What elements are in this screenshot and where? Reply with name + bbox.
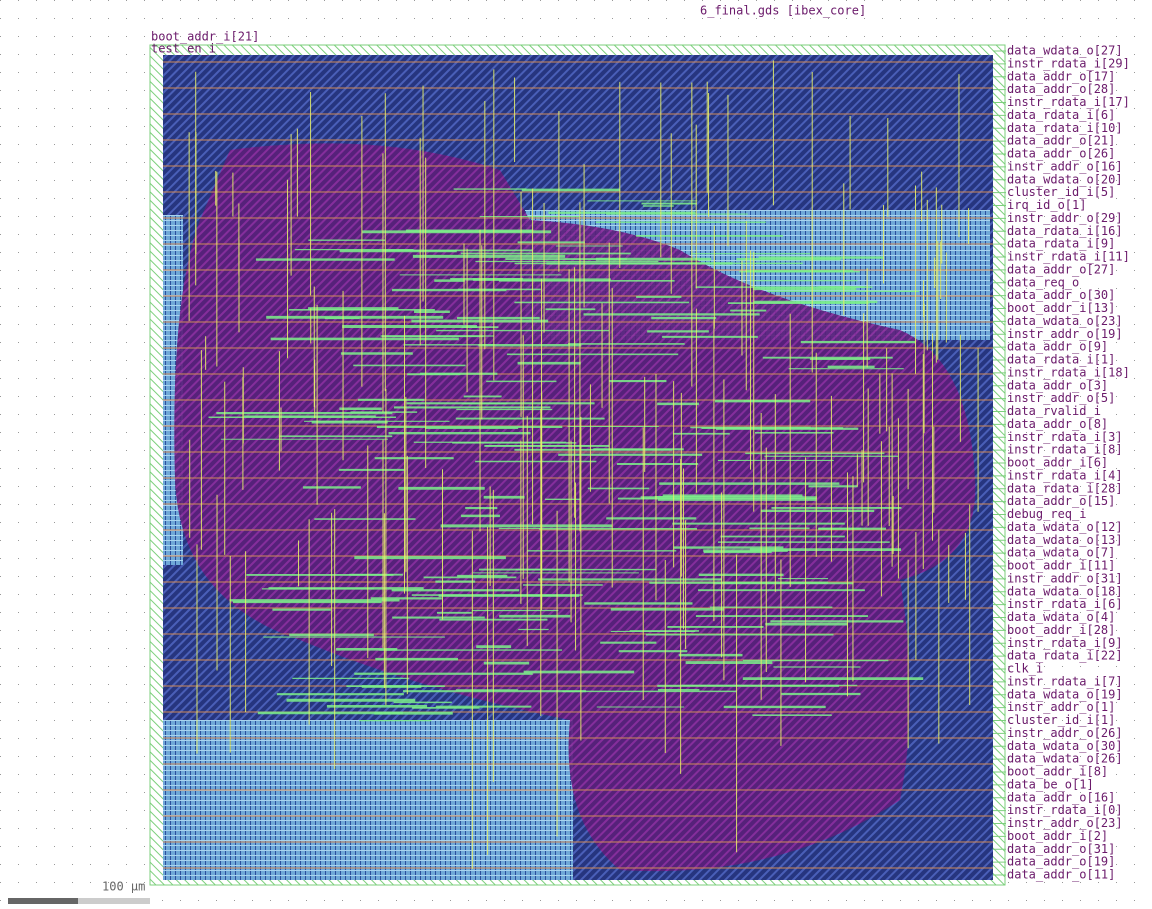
pin-label: data_wdata_o[19] bbox=[1007, 687, 1123, 701]
pin-label: data_wdata_o[13] bbox=[1007, 533, 1123, 547]
pin-label: instr_rdata_i[8] bbox=[1007, 443, 1123, 457]
pin-label: instr_addr_o[31] bbox=[1007, 571, 1123, 585]
filler-region bbox=[163, 720, 573, 880]
pin-label: data_addr_o[26] bbox=[1007, 147, 1115, 161]
pin-label: data_addr_o[17] bbox=[1007, 69, 1115, 83]
pin-label: data_wdata_o[7] bbox=[1007, 546, 1115, 560]
pin-label: data_rdata_i[6] bbox=[1007, 108, 1115, 122]
pin-label: instr_addr_o[5] bbox=[1007, 391, 1115, 405]
pin-label: data_addr_o[19] bbox=[1007, 855, 1115, 869]
pin-label: instr_rdata_i[9] bbox=[1007, 636, 1123, 650]
pin-label: instr_rdata_i[6] bbox=[1007, 597, 1123, 611]
pin-label: cluster_id_i[5] bbox=[1007, 185, 1115, 199]
pin-label: data_rdata_i[1] bbox=[1007, 353, 1115, 367]
pin-label: data_addr_o[27] bbox=[1007, 262, 1115, 276]
pin-label: cluster_id_i[1] bbox=[1007, 713, 1115, 727]
pin-label: instr_rdata_i[17] bbox=[1007, 95, 1130, 109]
pin-label: data_wdata_o[18] bbox=[1007, 584, 1123, 598]
pin-label: instr_rdata_i[3] bbox=[1007, 430, 1123, 444]
pin-label: debug_req_i bbox=[1007, 507, 1086, 521]
pin-label: data_be_o[1] bbox=[1007, 777, 1094, 791]
pin-label: boot_addr_i[8] bbox=[1007, 765, 1108, 779]
pin-label: boot_addr_i[6] bbox=[1007, 456, 1108, 470]
pin-label: data_wdata_o[26] bbox=[1007, 752, 1123, 766]
pin-label: data_addr_o[31] bbox=[1007, 842, 1115, 856]
pin-label: data_wdata_o[30] bbox=[1007, 739, 1123, 753]
pin-label: data_addr_o[15] bbox=[1007, 494, 1115, 508]
pin-label: instr_rdata_i[4] bbox=[1007, 468, 1123, 482]
pin-label: instr_addr_o[29] bbox=[1007, 211, 1123, 225]
pin-label: boot_addr_i[2] bbox=[1007, 829, 1108, 843]
pin-label: data_rdata_i[10] bbox=[1007, 121, 1123, 135]
pin-label: data_wdata_o[27] bbox=[1007, 44, 1123, 58]
scale-label: 100 μm bbox=[102, 880, 145, 894]
window-title: 6_final.gds [ibex_core] bbox=[700, 4, 866, 18]
pin-label: boot_addr_i[28] bbox=[1007, 623, 1115, 637]
pin-label: instr_addr_o[26] bbox=[1007, 726, 1123, 740]
pin-label: instr_rdata_i[7] bbox=[1007, 674, 1123, 688]
pin-label: clk_i bbox=[1007, 662, 1043, 676]
pin-label: data_wdata_o[20] bbox=[1007, 172, 1123, 186]
pin-label: instr_rdata_i[18] bbox=[1007, 365, 1130, 379]
pin-label: data_addr_o[16] bbox=[1007, 790, 1115, 804]
pin-label: data_rdata_i[16] bbox=[1007, 224, 1123, 238]
scale-bar bbox=[8, 898, 150, 904]
pin-label: instr_addr_o[1] bbox=[1007, 700, 1115, 714]
pin-label: data_addr_o[21] bbox=[1007, 134, 1115, 148]
pin-label: instr_addr_o[23] bbox=[1007, 816, 1123, 830]
scale-bar-segment bbox=[8, 898, 78, 904]
pin-label: instr_addr_o[19] bbox=[1007, 327, 1123, 341]
pin-label: boot_addr_i[21] bbox=[151, 30, 259, 44]
pin-label: data_rdata_i[22] bbox=[1007, 649, 1123, 663]
pin-label: data_addr_o[8] bbox=[1007, 417, 1108, 431]
pin-label: instr_rdata_i[0] bbox=[1007, 803, 1123, 817]
pin-label: instr_rdata_i[11] bbox=[1007, 250, 1130, 264]
pin-label: data_addr_o[3] bbox=[1007, 378, 1108, 392]
pin-label: data_wdata_o[4] bbox=[1007, 610, 1115, 624]
pin-label: data_addr_o[30] bbox=[1007, 288, 1115, 302]
pin-label: data_addr_o[28] bbox=[1007, 82, 1115, 96]
pin-label: boot_addr_i[13] bbox=[1007, 301, 1115, 315]
pin-label: data_wdata_o[12] bbox=[1007, 520, 1123, 534]
pin-label: irq_id_o[1] bbox=[1007, 198, 1086, 212]
pin-label: test_en_i bbox=[151, 42, 216, 56]
pin-label: boot_addr_i[11] bbox=[1007, 559, 1115, 573]
pin-label: instr_addr_o[16] bbox=[1007, 159, 1123, 173]
pin-label: data_rdata_i[28] bbox=[1007, 481, 1123, 495]
pin-label: data_addr_o[9] bbox=[1007, 340, 1108, 354]
pin-label: data_req_o bbox=[1007, 275, 1079, 289]
pin-label: data_addr_o[11] bbox=[1007, 868, 1115, 882]
pin-label: data_wdata_o[23] bbox=[1007, 314, 1123, 328]
pin-label: data_rvalid_i bbox=[1007, 404, 1101, 418]
pin-label: instr_rdata_i[29] bbox=[1007, 56, 1130, 70]
pin-label: data_rdata_i[9] bbox=[1007, 237, 1115, 251]
